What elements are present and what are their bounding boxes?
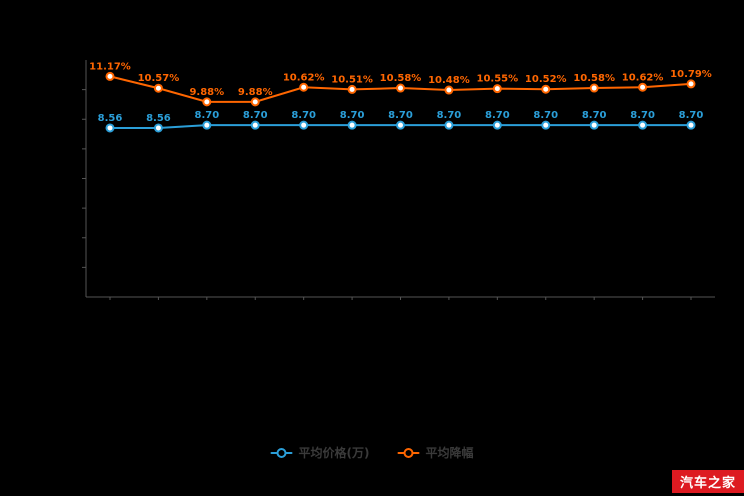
svg-text:8.70: 8.70 bbox=[340, 110, 365, 121]
legend-item-avg-discount[interactable]: 平均降幅 bbox=[397, 444, 474, 461]
svg-text:8.70: 8.70 bbox=[388, 110, 413, 121]
price-trend-chart: 8.56 8.56 8.70 8.70 8.70 8.70 8.70 8.70 8.70 8.70… bbox=[82, 60, 715, 300]
chart-canvas: 8.56 8.56 8.70 8.70 8.70 8.70 8.70 8.70 8.70 8.70… bbox=[82, 60, 715, 300]
legend-item-avg-price[interactable]: 平均价格(万) bbox=[270, 444, 370, 461]
svg-text:9.88%: 9.88% bbox=[189, 87, 224, 98]
svg-text:10.51%: 10.51% bbox=[331, 74, 373, 85]
svg-text:10.48%: 10.48% bbox=[428, 75, 470, 86]
chart-legend: 平均价格(万) 平均降幅 bbox=[270, 444, 474, 461]
svg-text:9.88%: 9.88% bbox=[238, 87, 273, 98]
svg-text:10.62%: 10.62% bbox=[622, 72, 664, 83]
legend-label-avg-price: 平均价格(万) bbox=[298, 446, 370, 460]
orange-line-dot-icon bbox=[397, 447, 420, 458]
svg-text:10.52%: 10.52% bbox=[525, 74, 567, 85]
svg-text:10.58%: 10.58% bbox=[573, 73, 615, 84]
svg-text:8.70: 8.70 bbox=[437, 110, 462, 121]
blue-line-dot-icon bbox=[270, 447, 293, 458]
svg-text:11.17%: 11.17% bbox=[89, 61, 131, 72]
svg-text:8.70: 8.70 bbox=[630, 110, 655, 121]
svg-text:10.58%: 10.58% bbox=[380, 73, 422, 84]
svg-text:8.70: 8.70 bbox=[533, 110, 558, 121]
svg-text:8.70: 8.70 bbox=[679, 110, 704, 121]
svg-text:8.70: 8.70 bbox=[194, 110, 219, 121]
svg-text:10.62%: 10.62% bbox=[283, 72, 325, 83]
svg-text:8.56: 8.56 bbox=[98, 113, 123, 124]
svg-text:8.70: 8.70 bbox=[485, 110, 510, 121]
svg-text:8.70: 8.70 bbox=[582, 110, 607, 121]
watermark-autohome: 汽车之家 bbox=[671, 470, 744, 493]
svg-text:10.55%: 10.55% bbox=[477, 74, 519, 85]
svg-text:8.70: 8.70 bbox=[243, 110, 268, 121]
svg-text:10.57%: 10.57% bbox=[138, 73, 180, 84]
legend-label-avg-discount: 平均降幅 bbox=[425, 446, 474, 460]
svg-text:10.79%: 10.79% bbox=[670, 69, 712, 80]
svg-text:8.56: 8.56 bbox=[146, 113, 171, 124]
svg-text:8.70: 8.70 bbox=[291, 110, 316, 121]
